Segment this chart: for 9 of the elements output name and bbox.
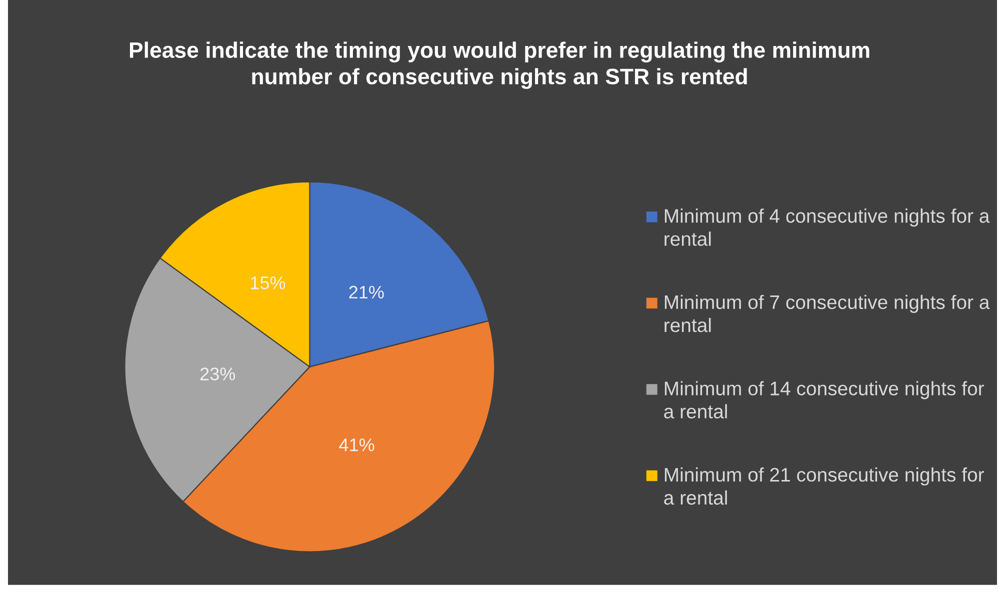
- legend-label: Minimum of 14 consecutive nights for a rental: [664, 381, 984, 418]
- data-label: 15%: [251, 276, 286, 290]
- legend-label: Minimum of 7 consecutive nights for a rental: [664, 294, 990, 332]
- data-label: 21%: [349, 286, 384, 299]
- data-label: 23%: [200, 368, 236, 380]
- legend-label: Minimum of 4 consecutive nights for a rental: [664, 208, 990, 246]
- legend-label: Minimum of 21 consecutive nights for a rental: [664, 467, 984, 505]
- data-label: 41%: [339, 438, 374, 452]
- chart-title: Please indicate the timing you would prefer in regulating the minimum number of consecutive nights an STR is rented: [130, 42, 870, 89]
